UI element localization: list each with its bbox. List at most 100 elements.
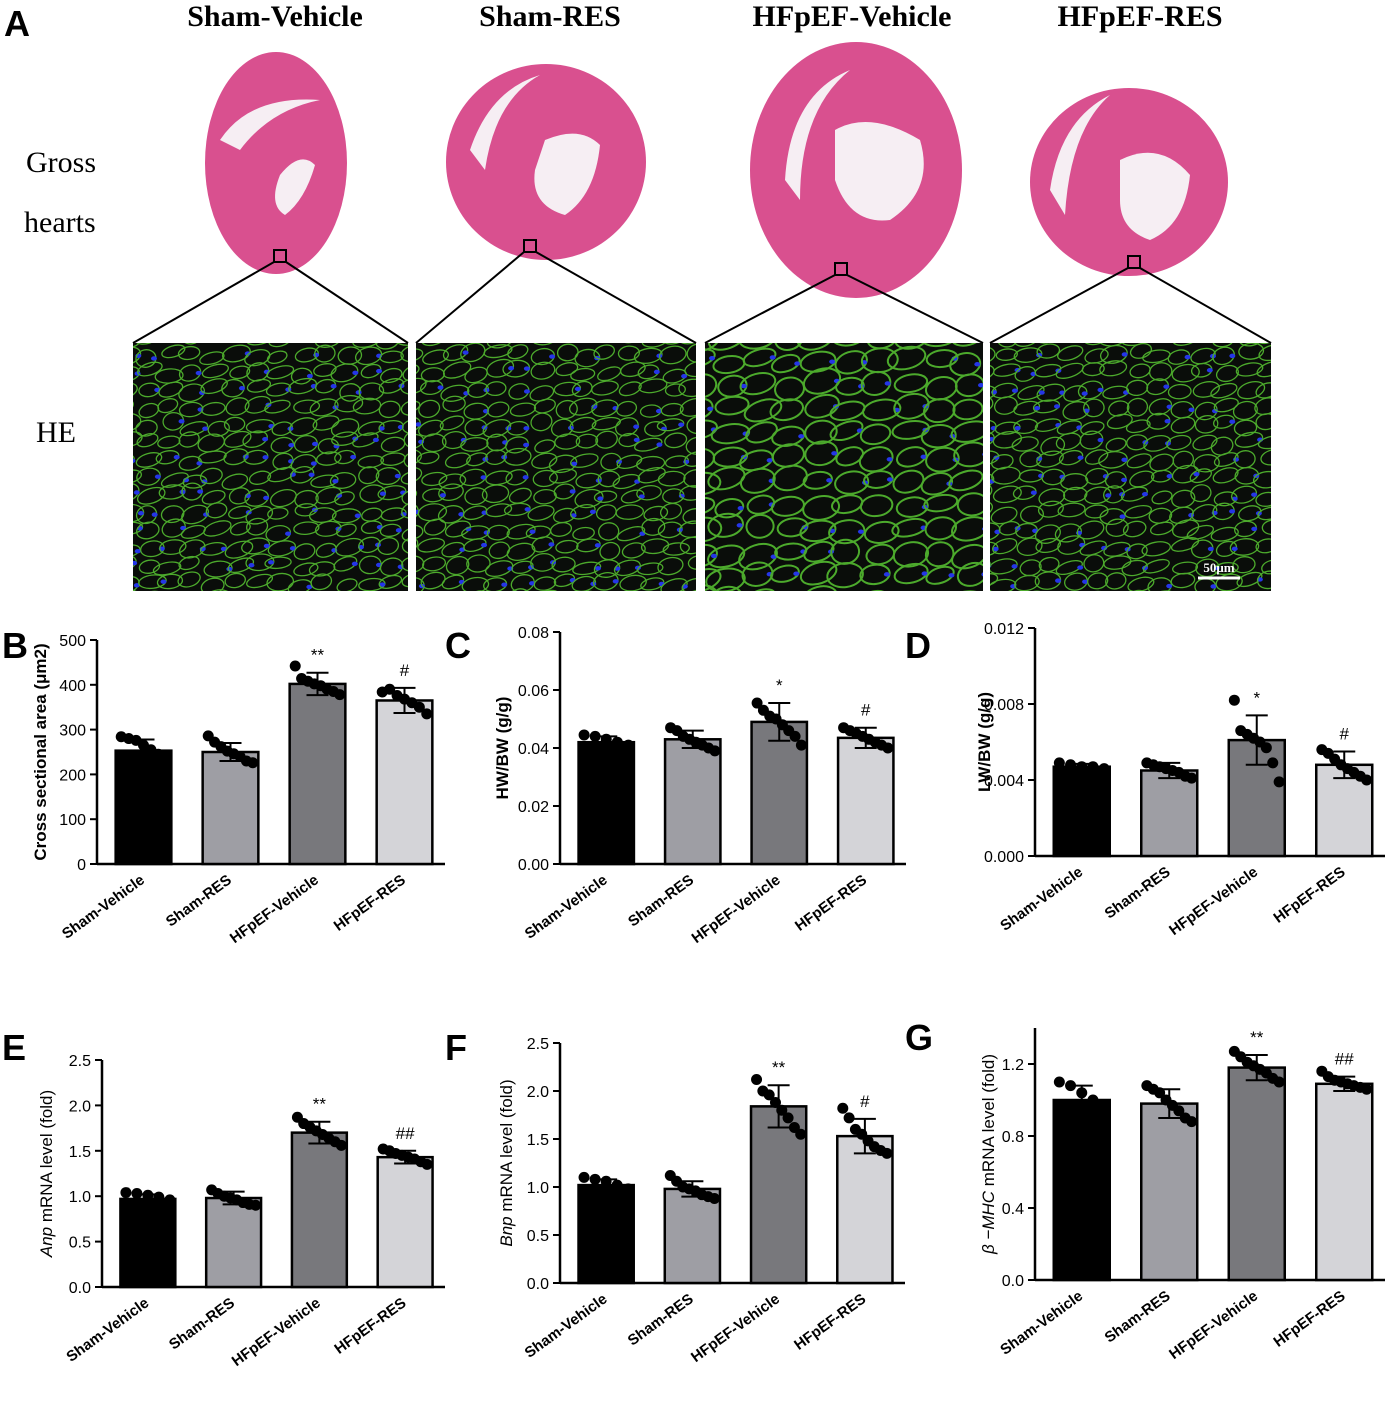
cell-membrane [135,505,158,525]
cell-membrane [1150,590,1177,591]
cell-membrane [570,326,596,342]
cell-membrane [1012,485,1037,500]
panel-letter-a: A [4,3,30,44]
cell-membrane [485,560,514,577]
cell-membrane [440,384,470,402]
cell-membrane [826,561,864,589]
cell-membrane [685,436,696,455]
cell-membrane [416,451,440,465]
cell-membrane [135,419,158,437]
cell-membrane [403,430,408,449]
significance-mark: # [860,1092,870,1111]
cell-membrane [139,540,165,558]
cell-membrane [745,513,775,539]
cell-membrane [662,542,690,556]
cell-membrane [468,324,491,342]
cell-membrane [1215,573,1243,591]
cell-membrane [159,539,187,556]
cell-membrane [1081,590,1108,591]
nucleus [1081,391,1088,396]
cell-membrane [995,348,1018,361]
cell-membrane [417,503,448,522]
cell-membrane [330,418,360,438]
y-tick-label: 1.0 [69,1189,91,1206]
cell-membrane [886,345,927,371]
cell-membrane [919,343,960,348]
nucleus [326,600,332,604]
bar-hfpef-res [836,736,895,866]
nucleus [1273,334,1279,338]
cell-membrane [378,574,403,589]
cell-membrane [293,324,317,343]
cell-membrane [377,485,407,501]
bar-sham-vehicle [119,1197,177,1289]
significance-mark: ## [396,1124,415,1143]
nucleus [924,602,930,606]
cell-membrane [1239,595,1262,615]
cell-membrane [200,577,225,591]
data-point [1260,742,1272,754]
nucleus [529,529,536,534]
cell-membrane [1234,431,1264,448]
nucleus [351,599,357,603]
nucleus [480,475,487,480]
y-axis-label: LW/BW (g/g) [975,692,994,792]
chart-panel-d: D 0.000 0.004 0.008 0.012 LW/BW (g/g) Sham-Veh… [905,621,1385,939]
nucleus [923,334,929,338]
cell-membrane [1020,505,1044,524]
data-point [589,1173,601,1185]
cell-membrane [862,398,902,422]
nucleus [826,478,833,483]
cell-membrane [637,364,660,380]
cell-membrane [553,507,577,524]
cell-membrane [309,398,339,417]
cell-membrane [705,373,718,399]
cell-membrane [1212,343,1234,348]
cell-membrane [334,394,364,413]
cell-membrane [925,349,959,369]
cell-membrane [380,367,403,384]
cell-membrane [636,485,662,501]
nucleus [572,597,578,601]
bar-hfpef-vehicle [1227,1066,1286,1282]
cell-membrane [267,540,297,557]
y-tick-label: 100 [59,812,86,829]
nucleus [592,595,598,599]
nucleus [553,595,559,599]
cell-membrane [248,591,271,608]
cell-membrane [222,592,249,609]
cell-membrane [1148,362,1173,382]
nucleus [770,596,776,600]
cell-membrane [1172,343,1200,346]
cell-membrane [505,436,529,454]
he-micrograph-4: 50μm [990,334,1279,615]
y-axis-label-unit: mRNA level (fold) [497,1079,516,1216]
cell-membrane [1172,450,1195,470]
panel-letter-f: F [445,1027,467,1068]
cell-membrane [705,496,716,516]
cell-membrane [1193,454,1220,473]
cell-membrane [420,367,445,383]
cell-membrane [1081,362,1105,377]
cell-membrane [248,470,272,485]
cell-membrane [618,381,642,397]
nucleus [635,333,641,337]
y-tick-label: 0 [77,857,86,874]
nucleus [571,461,578,467]
cell-membrane [421,433,447,453]
cell-membrane [310,593,333,612]
cell-membrane [445,555,470,576]
data-point [578,729,590,741]
y-axis-label-gene: β −MHC [979,1190,998,1255]
cell-membrane [133,503,145,523]
nucleus [977,334,983,338]
nucleus [766,458,773,463]
data-point [1267,757,1279,769]
cell-membrane [656,418,685,432]
cell-membrane [157,398,179,414]
cell-membrane [293,543,316,561]
data-point [160,755,172,767]
cell-membrane [616,526,646,542]
data-point [709,745,721,757]
bar-charts: B 0 100 200 300 400 500 Cross sectional area (μ… [2,621,1385,1370]
